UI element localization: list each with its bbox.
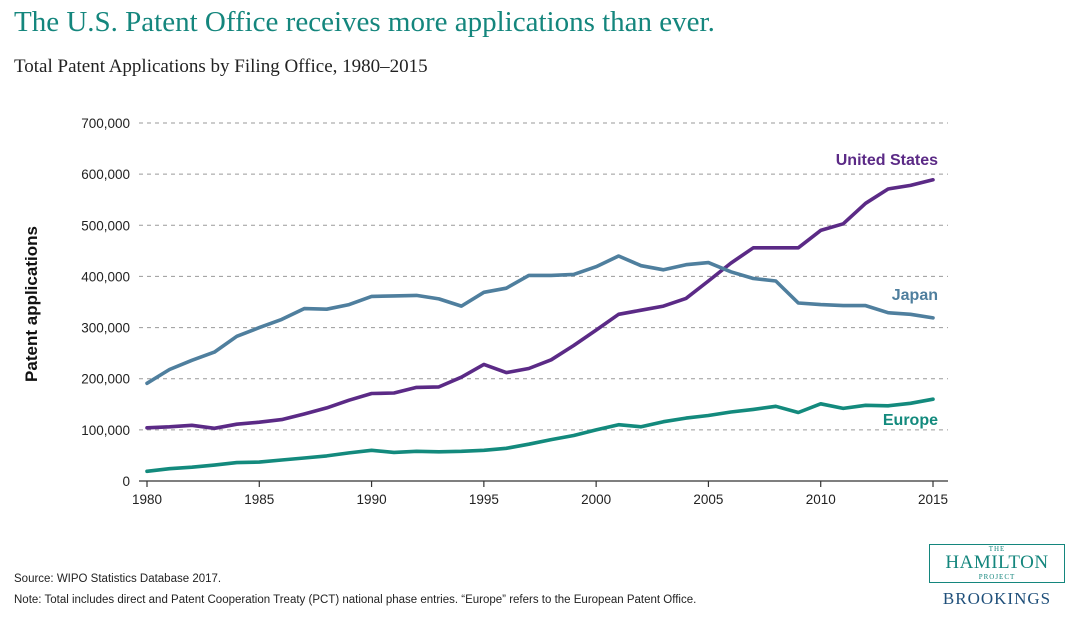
y-tick-label: 600,000 <box>81 167 130 182</box>
series-line-europe <box>145 397 935 474</box>
logo-hamilton-text: HAMILTON <box>945 552 1049 573</box>
y-tick-label: 300,000 <box>81 321 130 336</box>
y-tick-label: 400,000 <box>81 269 130 284</box>
x-tick-label: 1980 <box>132 492 162 507</box>
logo-project-text: PROJECT <box>978 573 1016 581</box>
y-tick-label: 200,000 <box>81 372 130 387</box>
logo-brookings-text: BROOKINGS <box>942 589 1052 608</box>
x-tick-label: 1995 <box>469 492 499 507</box>
y-tick-label: 0 <box>122 474 130 489</box>
series-label-europe: Europe <box>883 412 938 429</box>
source-note: Source: WIPO Statistics Database 2017. <box>14 573 222 585</box>
x-tick-label: 1985 <box>244 492 274 507</box>
y-axis-label: Patent applications <box>22 226 41 382</box>
logo-the-text: THE <box>988 545 1006 553</box>
footnote: Note: Total includes direct and Patent C… <box>14 594 697 606</box>
series-line-japan <box>145 254 935 386</box>
series-line-united-states <box>145 178 935 431</box>
chart-title: The U.S. Patent Office receives more app… <box>14 6 715 38</box>
series-label-japan: Japan <box>892 287 938 304</box>
x-tick-label: 2005 <box>693 492 723 507</box>
series-label-united-states: United States <box>836 152 938 169</box>
y-tick-label: 700,000 <box>81 116 130 131</box>
y-tick-label: 500,000 <box>81 218 130 233</box>
x-tick-label: 1990 <box>357 492 387 507</box>
x-tick-label: 2015 <box>918 492 948 507</box>
hamilton-brookings-logo: THE HAMILTON PROJECT BROOKINGS <box>926 544 1068 610</box>
x-tick-label: 2000 <box>581 492 611 507</box>
y-tick-label: 100,000 <box>81 423 130 438</box>
x-tick-label: 2010 <box>806 492 836 507</box>
chart-subtitle: Total Patent Applications by Filing Offi… <box>14 56 428 77</box>
hamilton-project-logo: THE HAMILTON PROJECT <box>929 544 1065 583</box>
